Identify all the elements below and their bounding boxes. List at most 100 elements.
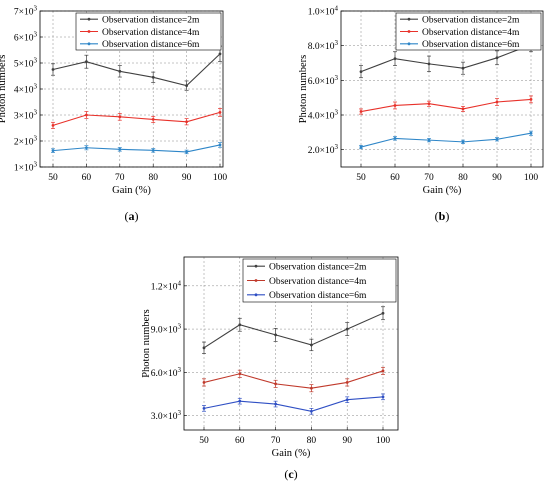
legend-label: Observation distance=6m — [422, 40, 520, 50]
y-tick-label: 4×103 — [14, 83, 38, 96]
series-3 — [359, 130, 533, 150]
data-point — [529, 131, 533, 135]
data-point — [85, 60, 88, 64]
data-point — [202, 381, 206, 384]
data-point — [202, 346, 206, 350]
legend-marker — [87, 30, 91, 33]
data-point — [118, 147, 122, 151]
series-line — [52, 111, 221, 126]
legend-marker — [407, 30, 411, 33]
data-point — [359, 70, 363, 74]
legend-marker — [254, 279, 258, 282]
panel-caption: (b) — [435, 209, 450, 223]
data-point — [381, 369, 385, 373]
y-tick-label: 8.0×103 — [308, 39, 339, 52]
data-point — [345, 327, 349, 331]
y-tick-label: 4.0×103 — [308, 109, 339, 122]
plot-frame — [183, 256, 399, 431]
chart-panel-b: 50 60 70 80 90 100 2.0×103 4.0×103 6.0×103 8.0×10… — [298, 5, 544, 223]
legend-marker — [87, 42, 91, 46]
series-line — [203, 312, 384, 349]
legend-label: Observation distance=2m — [102, 15, 200, 25]
data-point — [202, 406, 206, 410]
data-point — [495, 137, 499, 141]
y-tick-label: 7×103 — [14, 5, 38, 18]
y-axis-title: Photon numbers — [0, 55, 8, 124]
panel-caption: (a) — [125, 209, 139, 223]
x-tick-label: 60 — [235, 436, 245, 446]
y-tick-label: 6.0×103 — [151, 366, 182, 379]
data-point — [218, 52, 222, 56]
x-tick-label: 70 — [271, 436, 281, 446]
panel-caption: (c) — [284, 467, 297, 481]
legend-label: Observation distance=4m — [422, 28, 520, 38]
data-point — [218, 143, 222, 147]
data-point — [51, 149, 55, 153]
series-line — [52, 144, 221, 153]
x-tick-label: 50 — [48, 173, 58, 183]
x-tick-label: 70 — [424, 173, 434, 183]
data-point — [345, 398, 349, 402]
x-tick-label: 100 — [524, 173, 539, 183]
legend-label: Observation distance=6m — [102, 40, 200, 50]
data-point — [274, 333, 277, 337]
data-point — [151, 148, 155, 152]
data-point — [495, 100, 499, 104]
y-tick-label: 2×103 — [14, 135, 38, 148]
data-point — [51, 124, 55, 127]
data-point — [427, 102, 431, 106]
x-axis-title: Gain (%) — [423, 185, 462, 196]
legend-box — [75, 12, 222, 51]
data-point — [495, 56, 499, 60]
x-tick-label: 100 — [376, 436, 391, 446]
x-tick-label: 90 — [492, 173, 502, 183]
x-tick-label: 50 — [356, 173, 366, 183]
data-point — [218, 111, 222, 114]
x-tick-label: 70 — [115, 173, 125, 183]
data-point — [359, 110, 363, 113]
legend-label: Observation distance=4m — [102, 28, 200, 38]
data-point — [529, 98, 533, 101]
data-point — [118, 69, 122, 73]
data-point — [238, 399, 242, 403]
legend-marker — [407, 42, 411, 46]
data-point — [310, 343, 313, 347]
y-tick-label: 5×103 — [14, 57, 38, 70]
legend: Observation distance=2m Observation dista… — [75, 12, 222, 51]
series-2 — [202, 366, 385, 393]
data-point — [85, 146, 88, 150]
y-tick-label: 9.0×103 — [151, 323, 182, 336]
legend-label: Observation distance=2m — [269, 262, 367, 272]
series-line — [360, 132, 532, 148]
series-line — [203, 396, 384, 412]
data-point — [310, 386, 313, 390]
x-tick-label: 100 — [213, 173, 228, 183]
legend-marker — [254, 264, 258, 268]
series-line — [52, 53, 221, 87]
x-axis-title: Gain (%) — [272, 448, 311, 459]
legend-box — [395, 12, 542, 51]
legend: Observation distance=2m Observation dista… — [395, 12, 542, 51]
data-point — [461, 66, 465, 70]
data-point — [151, 75, 155, 79]
series-3 — [202, 393, 385, 415]
data-point — [461, 140, 465, 144]
x-tick-label: 80 — [458, 173, 468, 183]
data-point — [393, 137, 397, 140]
x-tick-label: 90 — [342, 436, 352, 446]
y-tick-label: 3×103 — [14, 109, 38, 122]
legend-label: Observation distance=2m — [422, 15, 520, 25]
x-tick-label: 60 — [82, 173, 92, 183]
y-axis-title: Photon numbers — [141, 309, 152, 378]
data-point — [427, 62, 431, 66]
legend-marker — [254, 293, 258, 297]
data-point — [185, 150, 189, 154]
series-1 — [202, 306, 385, 354]
chart-panel-c: 50 60 70 80 90 100 3.0×103 6.0×103 9.0×103 1.2×10… — [141, 256, 399, 481]
series-line — [360, 44, 532, 73]
x-axis-title: Gain (%) — [112, 185, 151, 196]
legend-label: Observation distance=6m — [269, 291, 367, 301]
x-tick-label: 60 — [390, 173, 400, 183]
data-point — [238, 323, 242, 327]
